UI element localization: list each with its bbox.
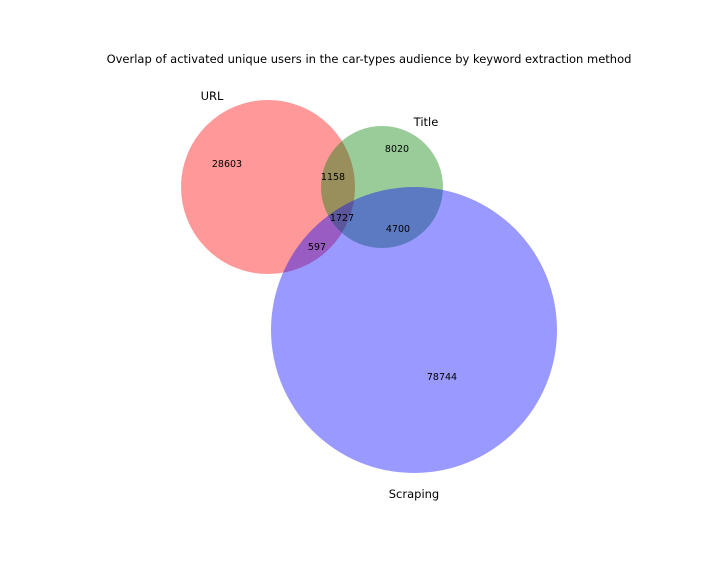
scraping-circle bbox=[271, 187, 557, 473]
region-label-url-title: 1158 bbox=[321, 172, 345, 183]
title-circle bbox=[321, 126, 443, 248]
region-label-url-title-scraping: 1727 bbox=[330, 213, 354, 224]
url-circle bbox=[181, 100, 355, 274]
set-label-url: URL bbox=[201, 89, 224, 103]
region-label-title-scraping: 4700 bbox=[386, 224, 410, 235]
region-label-title-only: 8020 bbox=[385, 144, 409, 155]
set-labels: URL Title Scraping bbox=[201, 89, 440, 501]
region-label-url-only: 28603 bbox=[212, 159, 242, 170]
set-label-title: Title bbox=[413, 115, 439, 129]
region-label-scraping-only: 78744 bbox=[427, 372, 457, 383]
chart-title: Overlap of activated unique users in the… bbox=[107, 52, 632, 66]
region-labels: 28603 8020 1158 1727 4700 597 78744 bbox=[212, 144, 457, 383]
region-label-url-scraping: 597 bbox=[308, 242, 326, 253]
set-label-scraping: Scraping bbox=[389, 487, 439, 501]
venn-circles bbox=[181, 100, 557, 473]
